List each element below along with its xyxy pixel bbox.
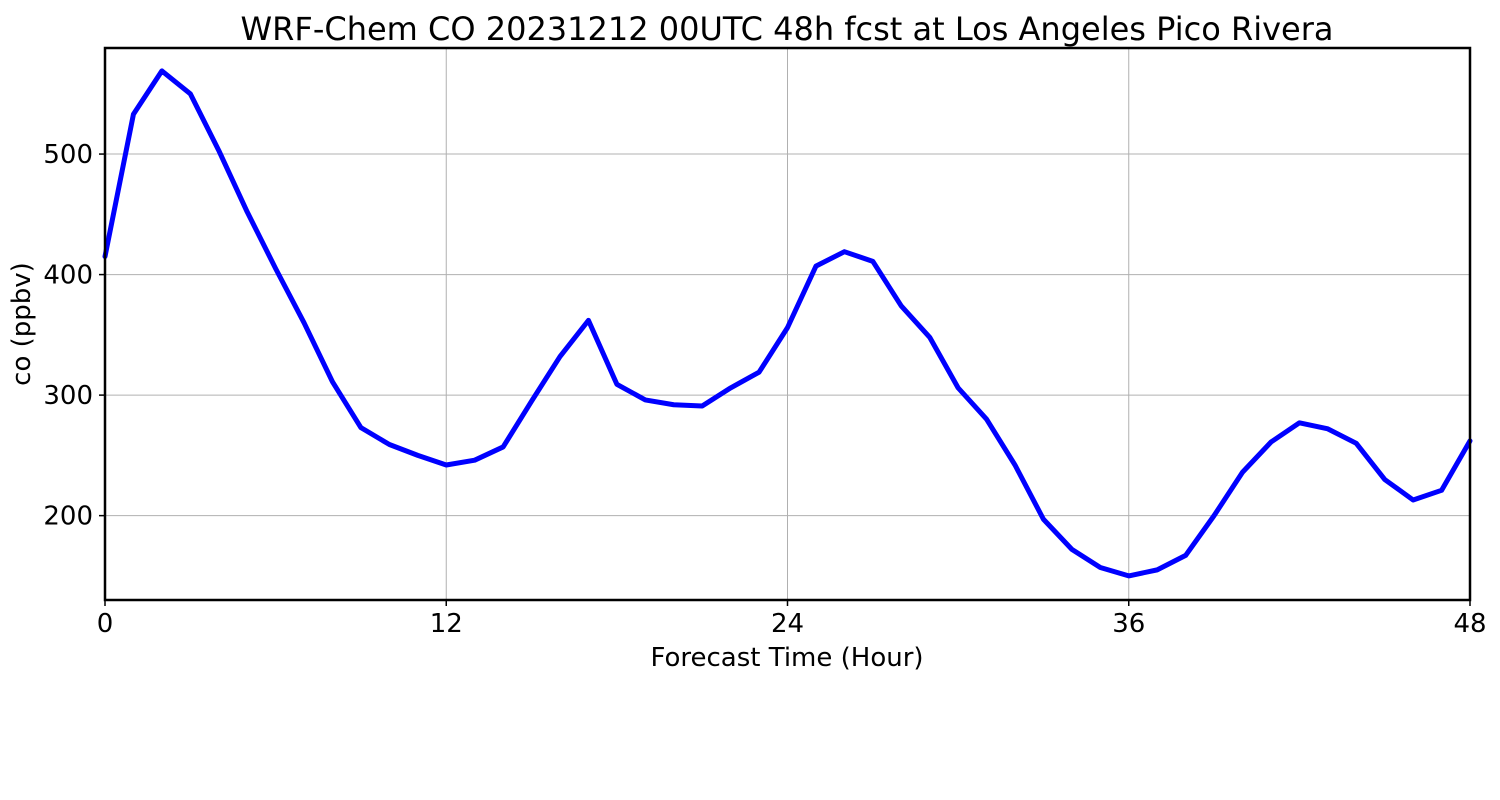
chart-title: WRF-Chem CO 20231212 00UTC 48h fcst at L… — [241, 10, 1334, 48]
y-axis-label: co (ppbv) — [7, 262, 37, 386]
x-tick-label: 24 — [771, 609, 804, 639]
y-tick-label: 400 — [43, 261, 93, 291]
x-tick-label: 36 — [1112, 609, 1145, 639]
ticks: 0 12 24 36 48 200 300 400 500 — [43, 140, 1486, 639]
y-tick-label: 500 — [43, 140, 93, 170]
x-tick-label: 0 — [97, 609, 114, 639]
x-axis-label: Forecast Time (Hour) — [650, 643, 923, 673]
y-tick-label: 200 — [43, 502, 93, 532]
series-layer — [102, 68, 1473, 579]
series-line — [102, 68, 1473, 579]
x-tick-label: 12 — [430, 609, 463, 639]
y-tick-label: 300 — [43, 381, 93, 411]
x-tick-label: 48 — [1453, 609, 1486, 639]
